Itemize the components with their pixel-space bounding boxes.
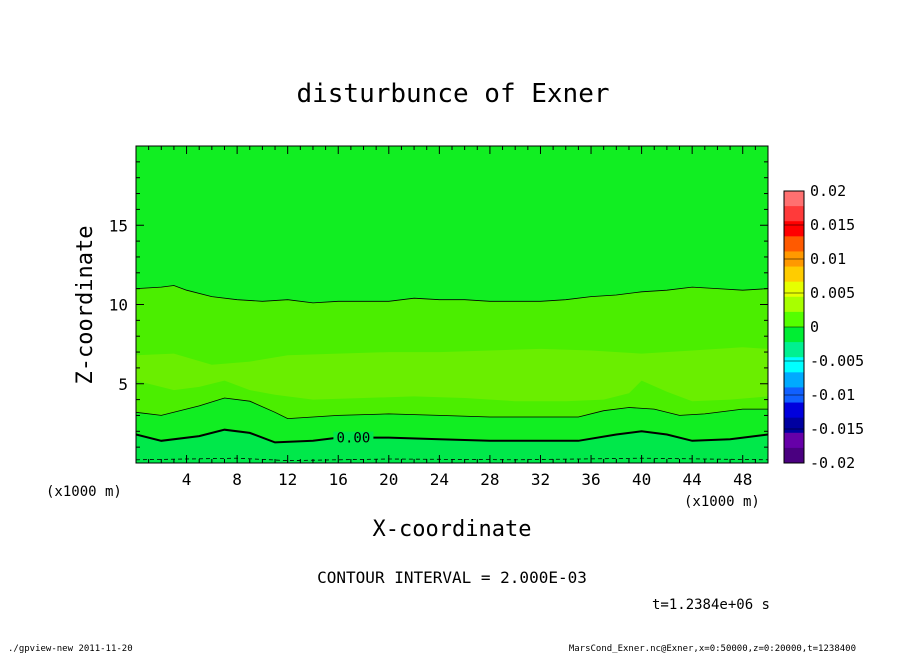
fill-band-lower	[136, 429, 768, 463]
colorbar-cell	[784, 311, 804, 328]
colorbar-cell	[784, 447, 804, 464]
x-tick-label: 12	[278, 470, 297, 489]
chart-title: disturbunce of Exner	[296, 79, 609, 109]
footer-left: ./gpview-new 2011-11-20	[8, 644, 133, 654]
y-tick-label: 15	[109, 216, 128, 235]
contour-interval-text: CONTOUR INTERVAL = 2.000E-03	[317, 568, 587, 587]
y-tick-label: 5	[118, 375, 128, 394]
colorbar-label: -0.01	[810, 386, 855, 404]
x-axis-label: X-coordinate	[373, 517, 532, 542]
contour-line-3	[136, 285, 768, 304]
colorbar-cell	[784, 402, 804, 419]
fill-band-inner	[136, 347, 768, 402]
x-tick-label: 44	[683, 470, 702, 489]
colorbar-cell	[784, 281, 804, 298]
contour-label-bg	[333, 431, 374, 444]
plot-area: 0.00	[136, 146, 768, 463]
colorbar-cell	[784, 357, 804, 373]
colorbar-cell	[784, 236, 804, 252]
y-axis-label: Z-coordinate	[73, 226, 98, 385]
colorbar-label: 0	[810, 318, 819, 336]
x-tick-label: 4	[182, 470, 192, 489]
footer-right: MarsCond_Exner.nc@Exner,x=0:50000,z=0:20…	[569, 644, 856, 654]
filled-contours	[136, 146, 768, 463]
colorbar-cell	[784, 342, 804, 358]
contour-line-1	[136, 428, 768, 444]
colorbar-cell	[784, 296, 804, 313]
x-tick-label: 48	[733, 470, 752, 489]
colorbar-cell	[784, 432, 804, 449]
colorbar-label: 0.015	[810, 216, 855, 234]
colorbar-label: 0.01	[810, 250, 846, 268]
colorbar-label: -0.02	[810, 454, 855, 472]
x-tick-label: 16	[329, 470, 348, 489]
colorbar-cell	[784, 206, 804, 222]
x-tick-label: 8	[232, 470, 242, 489]
x-tick-label: 32	[531, 470, 550, 489]
colorbar-cell	[784, 266, 804, 283]
colorbar-cell	[784, 417, 804, 434]
colorbar-label: -0.005	[810, 352, 864, 370]
contour-line-2	[136, 397, 768, 420]
colorbar-cell	[784, 191, 804, 207]
y-tick-label: 10	[109, 296, 128, 315]
colorbar: 0.02 0.015 0.01 0.005 0 -0.005 -0.01 -0.015 -0.0…	[783, 182, 864, 472]
x-tick-label: 24	[430, 470, 449, 489]
colorbar-cell	[784, 372, 804, 388]
colorbar-cell	[784, 221, 804, 237]
time-text: t=1.2384e+06 s	[652, 597, 770, 613]
x-tick-label: 36	[581, 470, 600, 489]
colorbar-label: 0.005	[810, 284, 855, 302]
colorbar-label: -0.015	[810, 420, 864, 438]
x-axis-unit-right: (x1000 m)	[684, 494, 760, 510]
x-tick-label: 28	[480, 470, 499, 489]
colorbar-cell	[784, 327, 804, 343]
x-axis-unit-left: (x1000 m)	[46, 484, 122, 500]
x-tick-label: 20	[379, 470, 398, 489]
contour-label: 0.00	[337, 431, 371, 447]
colorbar-label: 0.02	[810, 182, 846, 200]
x-tick-label: 40	[632, 470, 651, 489]
